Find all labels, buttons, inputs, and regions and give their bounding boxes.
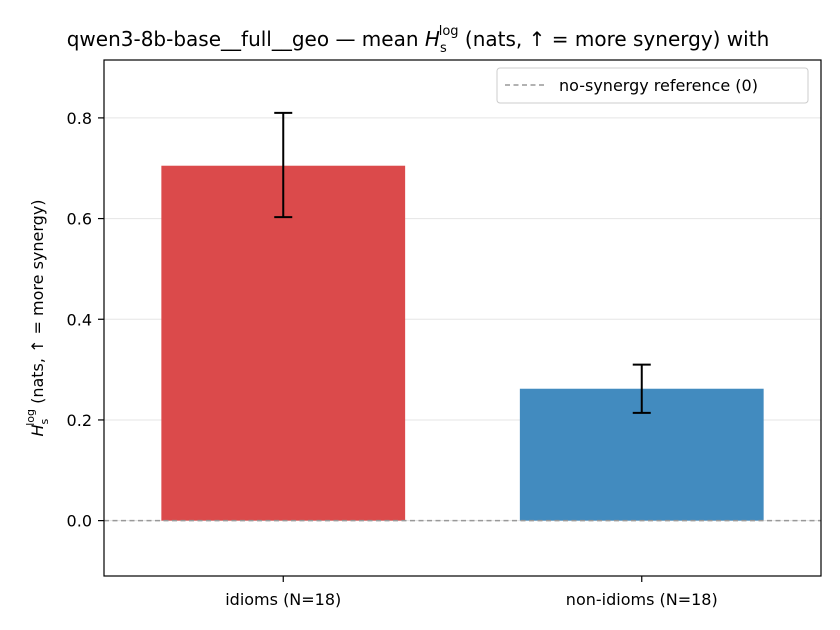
chart-title: qwen3-8b-base__full__geo — mean Hslog (n… <box>67 24 770 56</box>
x-axis-ticks: idioms (N=18) non-idioms (N=18) <box>225 576 718 609</box>
y-tick-label: 0.4 <box>67 310 92 329</box>
ylabel-suffix: (nats, ↑ = more synergy) <box>28 199 47 409</box>
y-tick-label: 0.6 <box>67 210 92 229</box>
y-axis-ticks: 0.0 0.2 0.4 0.6 0.8 <box>67 109 104 531</box>
legend-label: no-synergy reference (0) <box>559 76 758 95</box>
y-tick-label: 0.2 <box>67 411 92 430</box>
plot-frame <box>103 59 822 577</box>
y-axis-label: Hslog (nats, ↑ = more synergy) <box>24 199 51 436</box>
error-bars <box>274 111 651 414</box>
x-tick-label: idioms (N=18) <box>225 590 341 609</box>
legend: no-synergy reference (0) <box>496 67 809 104</box>
bar <box>161 165 406 521</box>
title-suffix: (nats, ↑ = more synergy) with <box>459 27 770 51</box>
title-h-symbol: H <box>425 27 440 51</box>
legend-box <box>496 67 809 104</box>
title-h-sub: s <box>440 41 447 56</box>
ylabel-h-sub: s <box>38 419 51 425</box>
ylabel-h-symbol: H <box>28 425 47 437</box>
title-h-sup: log <box>439 24 459 39</box>
ylabel-h-sup: log <box>24 409 37 426</box>
bars <box>161 165 764 521</box>
y-tick-label: 0.0 <box>67 512 92 531</box>
y-tick-label: 0.8 <box>67 109 92 128</box>
x-tick-label: non-idioms (N=18) <box>566 590 718 609</box>
